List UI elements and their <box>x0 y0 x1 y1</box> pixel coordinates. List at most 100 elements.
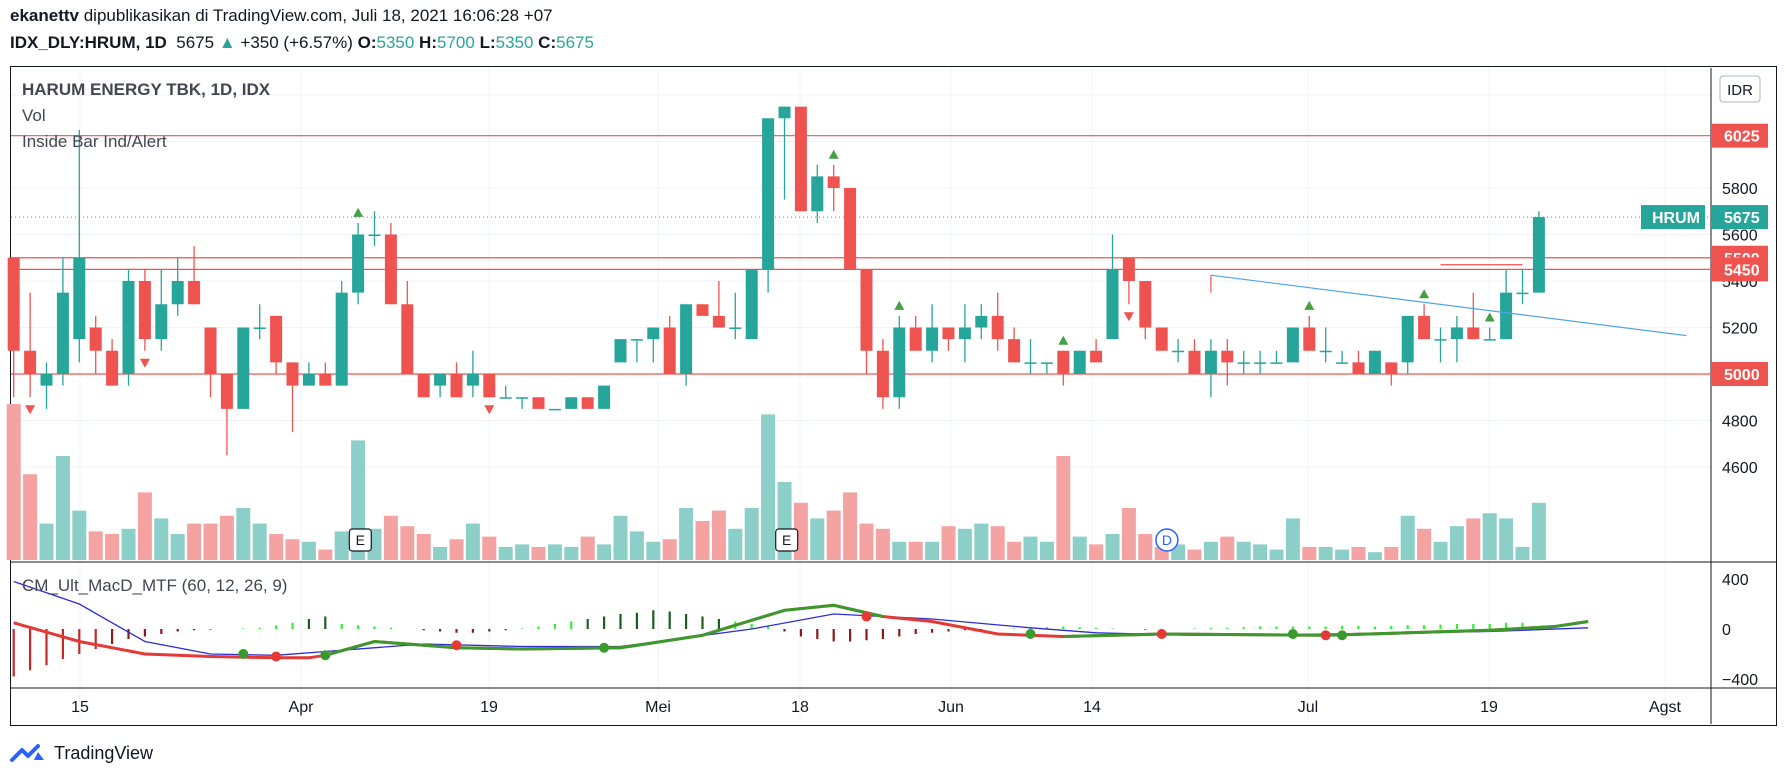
candle-body <box>581 397 594 409</box>
chart-frame[interactable] <box>10 66 1777 726</box>
volume-bar <box>564 547 579 560</box>
level-tag <box>1711 123 1768 148</box>
volume-bar <box>580 536 595 560</box>
low-value: 5350 <box>495 33 534 52</box>
volume-bar <box>39 523 54 560</box>
volume-bar <box>383 515 398 560</box>
volume-bar <box>892 541 907 560</box>
volume-bar <box>744 508 759 560</box>
volume-bar <box>859 523 874 560</box>
volume-bar <box>1121 508 1136 560</box>
low-label: L: <box>479 33 496 52</box>
volume-bar <box>1203 541 1218 560</box>
volume-bar <box>1367 552 1382 560</box>
candle-body <box>811 176 824 212</box>
volume-bar <box>1220 536 1235 560</box>
volume-bar <box>121 528 136 560</box>
volume-bar <box>1482 513 1497 560</box>
earnings-marker <box>348 528 372 552</box>
volume-bar <box>1089 544 1104 560</box>
volume-bar <box>6 404 21 560</box>
author-name[interactable]: ekanettv <box>10 6 79 25</box>
volume-bar <box>531 547 546 560</box>
volume-bar <box>1138 534 1153 560</box>
volume-bar <box>679 508 694 560</box>
triangle-up-icon <box>1419 289 1430 299</box>
macd-tick-label: 0 <box>1722 622 1731 639</box>
volume-bar <box>875 528 890 560</box>
candle-body <box>220 374 233 409</box>
candle-body <box>893 327 906 398</box>
candle-body <box>73 257 86 340</box>
candle-body <box>335 292 348 386</box>
chart-title[interactable]: HARUM ENERGY TBK, 1D, IDX <box>22 80 271 99</box>
symbol-tag-label: HRUM <box>1652 210 1700 227</box>
candle-body <box>1057 350 1070 374</box>
time-tick-label: 15 <box>71 699 89 716</box>
candle-body <box>909 327 922 351</box>
time-tick-label: 18 <box>791 699 809 716</box>
candle-body <box>1237 362 1250 364</box>
candle-body <box>1172 350 1185 353</box>
macd-legend[interactable]: CM_Ult_MacD_MTF (60, 12, 26, 9) <box>22 576 288 595</box>
price-tick-label: 5200 <box>1722 321 1758 338</box>
candle-body <box>1270 362 1283 364</box>
candle-body <box>1450 327 1463 340</box>
volume-bar <box>1335 549 1350 560</box>
ohlc-line: IDX_DLY:HRUM, 1D 5675 ▲ +350 (+6.57%) O:… <box>10 33 594 53</box>
candle-body <box>499 397 512 399</box>
volume-bar <box>1417 528 1432 560</box>
footer: TradingView <box>10 742 153 764</box>
volume-bar <box>695 521 710 560</box>
volume-bar <box>1056 456 1071 560</box>
volume-bar <box>515 544 530 560</box>
volume-bar <box>269 534 284 560</box>
candle-body <box>975 315 988 328</box>
candle-body <box>204 327 217 374</box>
candle-body <box>794 106 807 212</box>
volume-bar <box>154 518 169 560</box>
candle-body <box>630 339 643 341</box>
candle-body <box>1090 350 1103 363</box>
volume-bar <box>137 492 152 560</box>
vol-legend[interactable]: Vol <box>22 106 46 125</box>
candle-body <box>532 397 545 409</box>
macd-cross-dot <box>451 640 462 651</box>
volume-bar <box>957 528 972 560</box>
volume-bar <box>1302 547 1317 560</box>
volume-bar <box>1269 549 1284 560</box>
candle-body <box>1254 362 1267 364</box>
candle-body <box>368 234 381 236</box>
volume-bar <box>629 531 644 560</box>
volume-bar <box>843 492 858 560</box>
volume-bar <box>711 510 726 560</box>
candle-body <box>466 374 479 386</box>
indicator-legend[interactable]: Inside Bar Ind/Alert <box>22 132 167 151</box>
candle-body <box>1024 362 1037 364</box>
candle-body <box>450 374 463 398</box>
candle-body <box>1221 350 1234 363</box>
candle-body <box>138 281 151 340</box>
dividend-marker <box>1155 528 1179 552</box>
up-arrow-icon: ▲ <box>218 33 236 52</box>
candle-body <box>647 327 660 340</box>
close-label: C: <box>538 33 557 52</box>
last-price-tag <box>1711 205 1768 230</box>
candle-body <box>122 281 135 374</box>
volume-bar <box>301 541 316 560</box>
footer-brand: TradingView <box>54 742 154 763</box>
time-tick-label: 19 <box>480 699 498 716</box>
candle-body <box>1467 327 1480 340</box>
volume-bar <box>597 544 612 560</box>
earnings-marker-label: E <box>356 532 365 548</box>
volume-bar <box>187 523 202 560</box>
candle-body <box>401 304 414 374</box>
level-tag-label: 6025 <box>1724 129 1760 146</box>
candle-body <box>1368 350 1381 374</box>
triangle-down-icon <box>139 358 150 368</box>
volume-bar <box>1400 515 1415 560</box>
volume-bar <box>1433 541 1448 560</box>
time-tick-label: Apr <box>289 699 315 716</box>
volume-bar <box>252 523 267 560</box>
